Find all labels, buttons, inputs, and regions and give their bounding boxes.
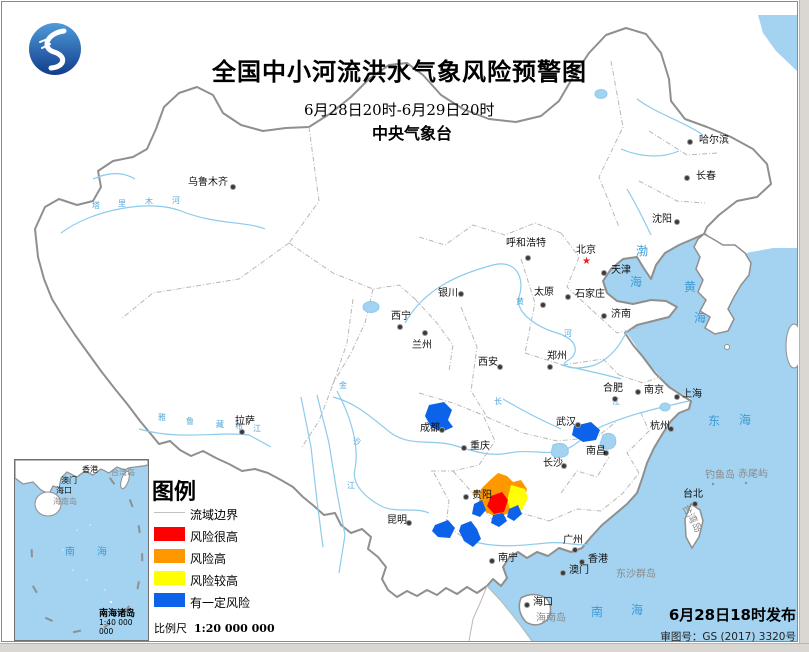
- rivers: [60, 98, 704, 574]
- inset-islet-specks: [61, 523, 117, 612]
- legend-row: 风险高: [152, 549, 327, 566]
- south-china-sea-inset: 香港 澳门 台湾岛海口海南岛南 海 南海诸岛 1:40 000 000: [14, 459, 149, 641]
- risk-patch-red-guizhou: [487, 492, 508, 514]
- legend-row: 风险较高: [152, 571, 327, 588]
- inset-place-label: 海口: [56, 486, 72, 495]
- agency-name: 中央气象台: [372, 124, 453, 143]
- legend-item-label: 风险很高: [190, 530, 239, 544]
- inset-taiwan: [120, 470, 130, 490]
- risk-spot-orange: [473, 490, 479, 496]
- legend: 图例 流域边界 风险很高风险高风险较高有一定风险 比例尺 1:20 000 00…: [152, 474, 327, 639]
- window-right-strip: [799, 0, 809, 651]
- taiwan-island: [684, 502, 704, 550]
- legend-row: 风险很高: [152, 527, 327, 544]
- inset-hainan: [34, 491, 62, 517]
- legend-item-label: 风险高: [190, 552, 227, 566]
- inset-place-label: 海南岛: [53, 497, 77, 506]
- logo-whiskers: [39, 37, 51, 49]
- risk-patch-yellow-guizhou: [507, 485, 528, 514]
- chiwei-islet: [744, 481, 748, 485]
- legend-item-label: 有一定风险: [190, 596, 251, 610]
- inset-region-name: 南海诸岛: [99, 609, 136, 619]
- inset-map-svg: [15, 460, 148, 612]
- scale-label: 比例尺: [154, 622, 187, 635]
- japan-island: [785, 323, 798, 369]
- logo-dragon-swirl: [44, 28, 67, 71]
- inset-place-label: 澳门: [61, 476, 77, 485]
- korea-outline: [693, 233, 752, 335]
- issue-info: 6月28日18时发布 审图号：GS (2017) 3320号: [600, 604, 796, 644]
- watershed-boundary-label: 流域边界: [190, 508, 239, 522]
- china-map: [34, 15, 798, 642]
- cma-logo: [29, 23, 81, 75]
- risk-patch-blue-sw2: [459, 521, 481, 547]
- legend-title: 图例: [152, 480, 197, 505]
- inset-place-label: 台湾岛: [111, 468, 135, 477]
- legend-swatch-3: [154, 571, 185, 585]
- risk-patch-blue-east: [507, 505, 522, 521]
- legend-swatch-1: [154, 527, 185, 541]
- scale-value: 1:20 000 000: [194, 622, 275, 635]
- legend-scale: 比例尺 1:20 000 000: [154, 620, 275, 636]
- hainan-island: [518, 593, 552, 626]
- page-title: 全国中小河流洪水气象风险预警图: [212, 57, 587, 86]
- nine-dash-segment: [30, 549, 34, 558]
- inset-place-label: 南: [65, 547, 75, 558]
- risk-patch-blue-chengdu: [425, 402, 453, 432]
- risk-patch-blue-sw1: [432, 520, 455, 538]
- jeju-island: [724, 344, 730, 350]
- inset-place-label: 香港: [82, 465, 98, 474]
- risk-patch-blue-wuhan: [572, 422, 600, 442]
- lakes: [362, 89, 671, 458]
- legend-row: 有一定风险: [152, 593, 327, 610]
- valid-time-range: 6月28日20时-6月29日20时: [304, 101, 495, 119]
- legend-boundary-row: 流域边界: [152, 505, 327, 522]
- legend-swatch-4: [154, 593, 185, 607]
- china-outline: [34, 27, 772, 598]
- diaoyu-islet: [711, 482, 715, 486]
- nine-dash-segment: [140, 553, 144, 562]
- inset-place-label: 海: [97, 547, 107, 558]
- map-approval-number: 审图号：GS (2017) 3320号: [660, 631, 796, 643]
- legend-swatch-2: [154, 549, 185, 563]
- sea-japan-corner: [758, 15, 797, 71]
- risk-patch-blue-south: [491, 513, 507, 527]
- watershed-boundary-swatch: [154, 512, 185, 513]
- legend-item-label: 风险较高: [190, 574, 239, 588]
- vietnam-coast-line: [468, 585, 534, 642]
- issue-time: 6月28日18时发布: [668, 606, 796, 624]
- window-bottom-strip: [0, 643, 809, 652]
- province-boundaries: [120, 60, 718, 544]
- risk-patch-blue-west: [472, 500, 486, 517]
- inset-scale: 1:40 000 000: [99, 618, 133, 636]
- risk-patches: [425, 402, 600, 547]
